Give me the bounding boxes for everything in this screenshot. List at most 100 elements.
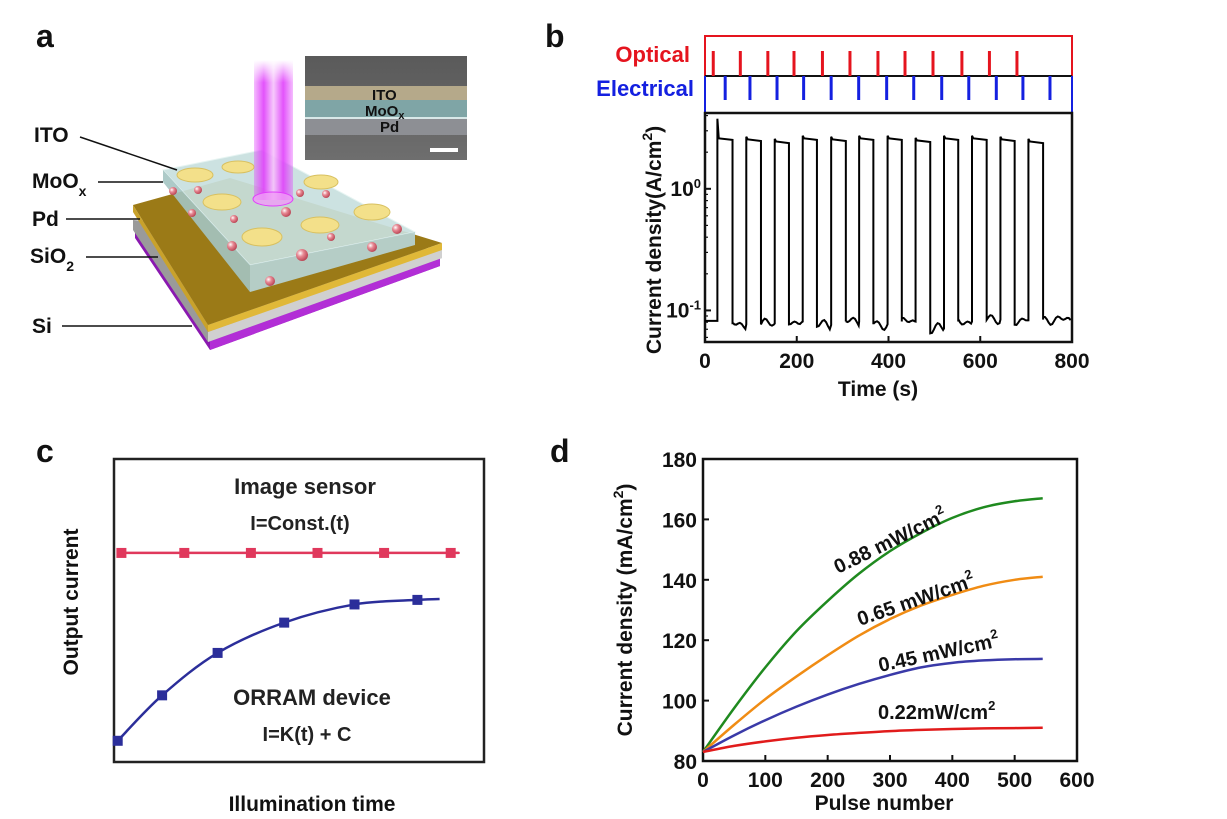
orram-device-marker (157, 690, 168, 701)
y-tick-label-d: 100 (662, 691, 697, 714)
si-layer-front (210, 256, 440, 350)
ito-disc (300, 216, 340, 234)
particle (392, 224, 402, 234)
image-sensor-marker (312, 547, 323, 558)
orram-device-marker (349, 599, 360, 610)
annotation-k-formula: I=K(t) + C (263, 724, 352, 746)
panel-c: c Image sensor I=Const.(t) ORRAM device … (36, 433, 486, 816)
leader-line-ito (79, 136, 178, 171)
x-tick-label-d: 400 (935, 769, 970, 792)
sem-ito-band (305, 86, 467, 100)
x-tick-label-d: 200 (810, 769, 845, 792)
sem-pd-band (305, 119, 467, 135)
pulse-trains (704, 35, 1073, 113)
orram-device-marker (112, 735, 123, 746)
panel-letter-b: b (545, 18, 565, 54)
optical-label: Optical (615, 42, 690, 67)
label-si: Si (32, 315, 52, 338)
image-sensor-marker (245, 547, 256, 558)
x-tick-label-d: 0 (697, 769, 709, 792)
y-tick-label-d: 140 (662, 570, 697, 593)
y-tick-label-d: 80 (674, 751, 697, 774)
label-pd: Pd (32, 208, 59, 231)
x-tick-label-b: 200 (779, 350, 814, 373)
x-tick-label-b: 800 (1054, 350, 1089, 373)
particle (296, 189, 304, 197)
ito-disc (303, 174, 339, 190)
y-tick-label-d: 180 (662, 449, 697, 472)
panel-letter-a: a (36, 18, 54, 54)
moox-layer-left (163, 170, 250, 292)
scale-bar (430, 148, 458, 152)
x-tick-label-d: 600 (1059, 769, 1094, 792)
light-spot (252, 191, 294, 207)
power-density-curve (702, 575, 1043, 753)
series-label-d: 0.65 mW/cm2 (853, 566, 978, 631)
series-label-d: 0.45 mW/cm2 (876, 626, 1002, 677)
x-axis-label-d: Pulse number (815, 792, 954, 815)
label-sio2: SiO2 (30, 245, 74, 274)
particle (230, 215, 238, 223)
y-tick-label-d: 160 (662, 509, 697, 532)
sem-label-pd: Pd (380, 119, 399, 136)
device-schematic (133, 60, 442, 350)
orram-device-marker (212, 647, 223, 658)
pd-layer-side (133, 205, 208, 332)
current-density-trace (705, 118, 1072, 335)
particle (227, 241, 237, 251)
image-sensor-marker (379, 547, 390, 558)
label-moox: MoOx (32, 170, 87, 199)
particle (281, 207, 291, 217)
orram-device-marker (279, 617, 290, 628)
particle (194, 186, 202, 194)
particle (367, 242, 377, 252)
sio2-layer-front (208, 248, 442, 342)
ito-disc (176, 167, 214, 183)
panel-a: a (30, 18, 467, 350)
y-tick-label-b: 100 (670, 176, 701, 201)
y-tick-label-d: 120 (662, 630, 697, 653)
x-axis-label-c: Illumination time (229, 793, 396, 816)
sem-label-moox: MoOx (365, 103, 405, 122)
y-axis-label-d: Current density (mA/cm2) (610, 484, 637, 737)
y-axis-label-b: Current density(A/cm2) (639, 126, 666, 354)
panel-b: b Optical Electrical 0 200 400 600 800 10-1 10… (545, 18, 1090, 401)
y-tick-label-b: 10-1 (666, 297, 701, 322)
light-beam (254, 60, 293, 200)
orram-device-line (116, 597, 440, 742)
x-tick-label-d: 100 (748, 769, 783, 792)
power-density-curve (702, 726, 1043, 754)
particle (296, 249, 308, 261)
x-tick-label-b: 0 (699, 350, 711, 373)
x-tick-label-b: 400 (871, 350, 906, 373)
plot-frame-c (112, 457, 486, 764)
annotation-const-formula: I=Const.(t) (250, 513, 349, 535)
image-sensor-marker (179, 547, 190, 558)
particle (265, 276, 275, 286)
annotation-orram-device: ORRAM device (233, 685, 391, 710)
particle (188, 209, 196, 217)
particle (169, 187, 177, 195)
series-d (701, 497, 1043, 754)
series-c (112, 547, 460, 746)
oxygen-vacancy-particles (169, 186, 402, 286)
label-ito: ITO (34, 124, 69, 147)
sem-moox-band (305, 100, 467, 117)
particle (327, 233, 335, 241)
ito-disc (353, 203, 391, 221)
series-label-d: 0.88 mW/cm2 (829, 501, 951, 578)
annotation-image-sensor: Image sensor (234, 474, 376, 499)
panel-d: d 0 100 200 300 400 500 600 80 100 120 140 160 180 0… (550, 433, 1095, 815)
pd-layer-front (208, 243, 442, 332)
x-axis-label-b: Time (s) (838, 378, 918, 401)
power-density-curve (702, 657, 1043, 754)
layer-labels: ITO MoOx Pd SiO2 Si (30, 124, 192, 338)
panel-letter-d: d (550, 433, 570, 469)
electrical-label: Electrical (596, 76, 694, 101)
ito-electrodes (176, 160, 391, 247)
sem-inset: ITO MoOx Pd (305, 56, 467, 160)
y-axis-label-c: Output current (60, 529, 83, 676)
sem-label-ito: ITO (372, 87, 397, 104)
